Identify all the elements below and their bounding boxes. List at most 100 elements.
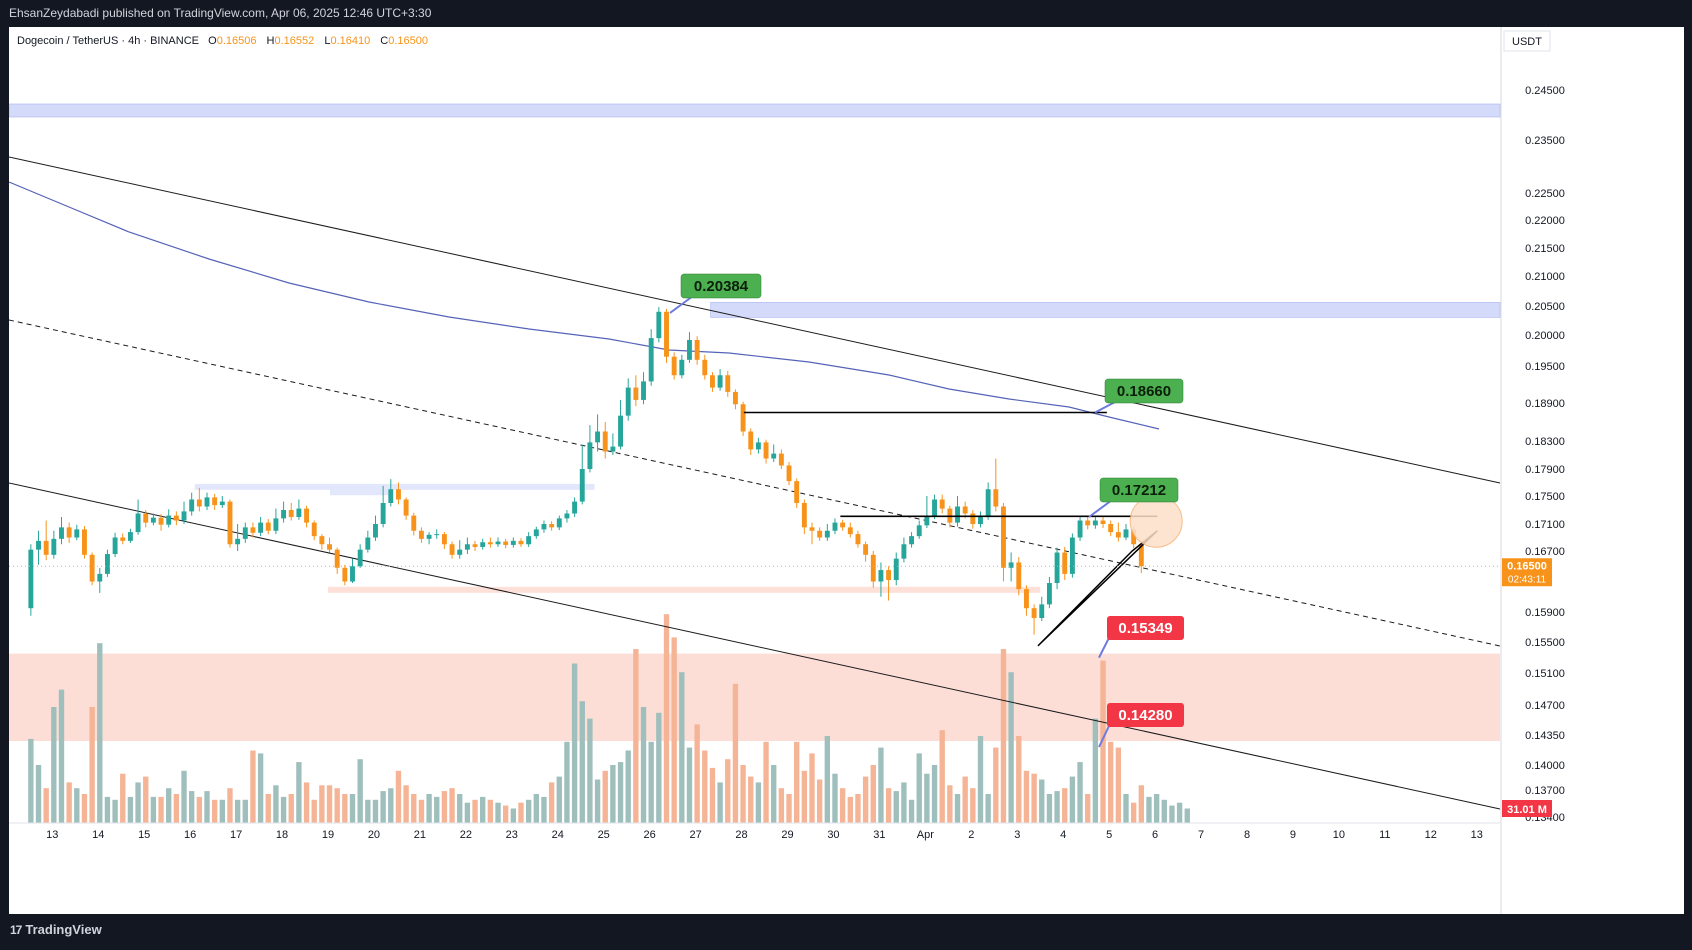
candle-body (464, 544, 470, 550)
volume-bar (885, 788, 892, 823)
volume-bar (411, 794, 417, 823)
candle-body (664, 311, 669, 357)
candle-body (150, 517, 156, 523)
volume-bar (924, 773, 930, 823)
time-tick-label: 11 (1379, 829, 1390, 841)
candle-body (978, 515, 983, 524)
candle-body (549, 524, 555, 528)
volume-bars (28, 614, 1190, 823)
plot-area: 0.20384 0.18660 0.17212 0.15349 0.14280 (8, 27, 1501, 823)
candle-body (602, 431, 608, 452)
candle-body (556, 518, 562, 528)
time-axis: 13 14 15 16 17 18 19 20 21 22 23 24 25 26 27 28 29 30 31 Ap… (9, 822, 1500, 914)
volume-bar (1146, 796, 1152, 823)
target-label-14280[interactable]: 0.14280 (1098, 703, 1184, 748)
target-label-18660[interactable]: 0.18660 (1094, 378, 1184, 414)
candle-body (1131, 529, 1137, 545)
candle-body (648, 338, 654, 382)
candle-body (732, 391, 738, 405)
price-tick-label: 0.15100 (1525, 668, 1565, 680)
volume-bar (280, 796, 287, 823)
candle-body (1054, 552, 1060, 584)
candle-body (487, 542, 493, 545)
symbol-legend: Dogecoin / TetherUS · 4h · BINANCE O0.16… (17, 35, 435, 47)
volume-bar (732, 683, 739, 823)
candle-body (786, 465, 792, 482)
volume-bar (150, 796, 157, 823)
candle-body (725, 375, 731, 392)
candle-body (709, 375, 715, 388)
annotation-box (680, 273, 762, 299)
currency-badge[interactable] (1503, 30, 1551, 52)
volume-bar (1176, 802, 1183, 823)
volume-bar (227, 788, 233, 823)
candle-body (51, 538, 57, 555)
candle-body (526, 536, 532, 545)
target-label-17212[interactable]: 0.17212 (1088, 477, 1179, 518)
range-zone-left (194, 483, 595, 490)
tradingview-logo[interactable]: 17 TradingView (10, 922, 102, 937)
candle-body (694, 339, 700, 360)
volume-bar (204, 791, 210, 823)
tradingview-mark-icon: 17 (10, 922, 22, 937)
candle-body (633, 387, 639, 400)
volume-bar (663, 614, 670, 823)
volume-bar (1069, 776, 1076, 823)
candle-body (311, 522, 317, 537)
candle-body (740, 404, 746, 432)
candle-body (273, 518, 279, 531)
volume-bar (533, 794, 539, 823)
volume-bar (502, 805, 509, 823)
candle-body (510, 540, 516, 545)
volume-bar (1184, 808, 1190, 823)
volume-bar (1077, 762, 1083, 823)
volume-bar (35, 765, 42, 823)
volume-bar (640, 707, 647, 823)
volume-bar (648, 741, 654, 823)
price-tick-label: 0.15500 (1525, 637, 1565, 649)
volume-bar (602, 770, 608, 823)
volume-bar (816, 779, 823, 823)
price-tick-label: 0.13700 (1525, 785, 1565, 797)
candle-body (258, 522, 264, 533)
volume-bar (342, 794, 348, 823)
annotation-box (1099, 477, 1179, 503)
candle-body (924, 515, 930, 526)
volume-bar (357, 759, 363, 823)
candle-body (265, 522, 271, 531)
candle-body (1001, 506, 1006, 568)
candle-body (296, 508, 302, 517)
volume-bar (610, 765, 616, 823)
volume-bar (794, 741, 800, 823)
target-label-15349[interactable]: 0.15349 (1098, 616, 1184, 659)
candle-body (1092, 520, 1098, 526)
volume-badge-value: 31.01 M (1507, 804, 1547, 816)
candle-body (572, 501, 578, 514)
volume-bar (426, 794, 432, 823)
annotation-pointer (669, 295, 694, 314)
candle-body (288, 510, 294, 517)
candle-body (380, 503, 386, 524)
volume-bar (127, 796, 134, 823)
close-value: 0.16500 (388, 35, 428, 47)
volume-bar (181, 770, 187, 823)
channel-upper-line (8, 156, 1501, 484)
volume-bar (617, 762, 624, 823)
time-tick-label: 15 (138, 829, 150, 841)
time-tick-label: 27 (689, 829, 701, 841)
chart-panel[interactable]: 0.20384 0.18660 0.17212 0.15349 0.14280 13 14 1… (8, 27, 1684, 914)
volume-bar (970, 788, 976, 823)
candle-body (702, 359, 708, 376)
target-label-20384[interactable]: 0.20384 (669, 273, 762, 314)
volume-bar (725, 759, 731, 823)
published-line: EhsanZeydabadi published on TradingView.… (9, 6, 432, 20)
candle-body (189, 499, 195, 512)
candle-body (1085, 520, 1091, 526)
volume-bar (939, 730, 945, 823)
candle-body (327, 544, 332, 550)
volume-bar (380, 791, 386, 823)
volume-bar (686, 747, 693, 823)
candle-body (595, 431, 601, 443)
volume-bar (893, 791, 899, 823)
price-chart[interactable]: 0.20384 0.18660 0.17212 0.15349 0.14280 13 14 1… (8, 27, 1684, 914)
